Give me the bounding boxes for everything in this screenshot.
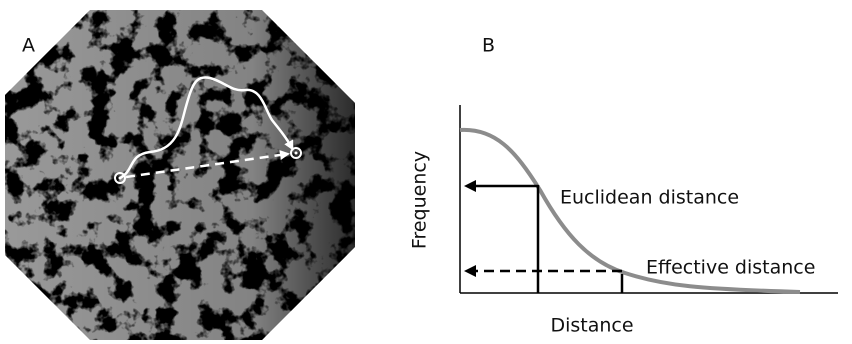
panel-label: A <box>22 35 35 57</box>
annotation: Euclidean distance <box>560 187 739 209</box>
y-axis-label: Frequency <box>409 151 431 249</box>
start-point-center <box>119 177 122 180</box>
figure: A B Euclidean distance Effective distanc… <box>0 0 852 340</box>
page: A B Euclidean distance Effective distanc… <box>0 0 852 340</box>
end-point-center <box>295 152 298 155</box>
x-axis-label: Distance <box>550 315 633 337</box>
landscape-map <box>0 0 360 340</box>
panel-label: B <box>482 35 495 57</box>
annotation: Effective distance <box>646 257 815 279</box>
